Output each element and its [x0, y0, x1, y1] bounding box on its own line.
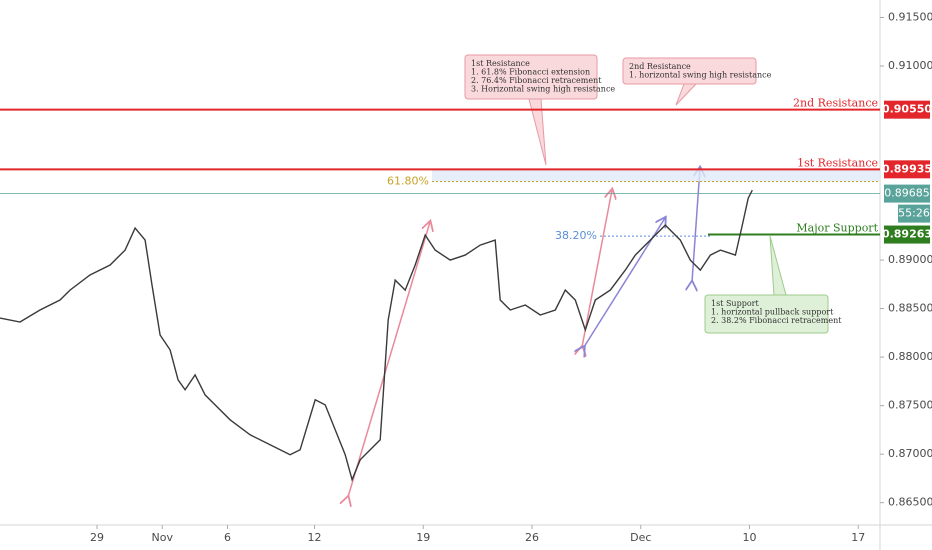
note-text: 1st Resistance [471, 59, 530, 68]
x-tick-label: 17 [851, 531, 865, 544]
level-name: 1st Resistance [797, 156, 878, 169]
x-tick-label: 29 [90, 531, 104, 544]
last-price-label: 0.89685 [884, 187, 930, 200]
plot-area [0, 0, 880, 525]
level-name: 2nd Resistance [793, 97, 878, 110]
countdown-box [898, 204, 930, 223]
level-box [884, 225, 930, 244]
x-tick-label: 6 [224, 531, 231, 544]
y-tick-label: 0.86500 [888, 496, 932, 509]
level-value: 0.89935 [882, 162, 932, 175]
y-tick-label: 0.87500 [888, 399, 932, 412]
note-text: 3. Horizontal swing high resistance [471, 85, 615, 94]
y-tick-label: 0.89000 [888, 253, 932, 266]
level-value: 0.90550 [882, 103, 932, 116]
note-text: 1st Support [711, 299, 759, 308]
x-tick-label: 10 [743, 531, 757, 544]
note-text: 1. 61.8% Fibonacci extension [471, 68, 590, 77]
fib-label: 61.80% [387, 174, 429, 187]
level-box [884, 100, 930, 119]
fib-label: 38.20% [555, 229, 597, 242]
plot [0, 108, 880, 482]
countdown: 55:26 [898, 207, 930, 220]
y-tick-label: 0.91000 [888, 59, 932, 72]
note-text: 2. 38.2% Fibonacci retracement [711, 316, 842, 325]
y-tick-label: 0.91500 [888, 10, 932, 23]
note-text: 1. horizontal pullback support [711, 308, 834, 317]
note-tail [769, 235, 787, 296]
level-value: 0.89263 [882, 228, 932, 241]
y-tick-label: 0.88500 [888, 302, 932, 315]
level-box [884, 160, 930, 179]
price-line [0, 189, 753, 482]
last-price-box [884, 184, 930, 203]
y-tick-label: 0.88000 [888, 350, 932, 363]
note-text: 1. horizontal swing high resistance [629, 71, 772, 80]
note-box [464, 54, 598, 100]
note-tail [528, 98, 547, 166]
y-tick-label: 0.87000 [888, 447, 932, 460]
x-tick-label: Dec [630, 531, 651, 544]
note-box [622, 57, 757, 85]
x-tick-label: 19 [416, 531, 430, 544]
x-tick-label: Nov [152, 531, 174, 544]
note-text: 2nd Resistance [629, 62, 691, 71]
level-name: Major Support [796, 222, 878, 235]
fib-zone [432, 169, 880, 182]
note-box [704, 294, 829, 334]
x-tick-label: 26 [525, 531, 539, 544]
note-tail [675, 83, 697, 106]
x-tick-label: 12 [308, 531, 322, 544]
note-text: 2. 76.4% Fibonacci retracement [471, 76, 602, 85]
